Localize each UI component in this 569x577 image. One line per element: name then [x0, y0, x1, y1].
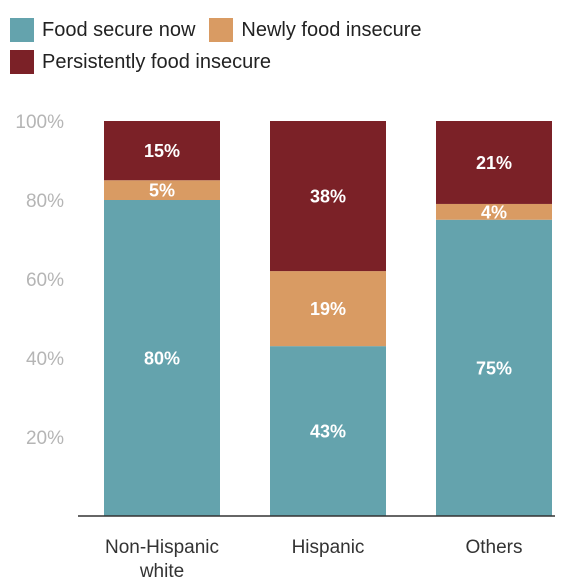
- data-label-non-hispanic-white-newly-food-insecure: 5%: [149, 181, 175, 201]
- x-category-label-line: Hispanic: [292, 537, 365, 558]
- x-category-label-hispanic: Hispanic: [292, 537, 365, 558]
- y-tick-label-40: 40%: [26, 349, 64, 370]
- legend-label-persistently-food-insecure: Persistently food insecure: [42, 50, 272, 73]
- bar-segment-hispanic-food-secure-now: [270, 346, 386, 516]
- x-category-label-others: Others: [465, 537, 522, 558]
- bar-segment-non-hispanic-white-persistently-food-insecure: [104, 121, 220, 181]
- bar-segment-hispanic-persistently-food-insecure: [270, 121, 386, 272]
- legend-item-persistently-food-insecure: Persistently food insecure: [10, 50, 271, 74]
- x-category-label-line: Non-Hispanic: [105, 537, 219, 558]
- bar-segment-others-food-secure-now: [436, 219, 552, 516]
- legend-swatch-food-secure-now: [10, 18, 34, 42]
- bar-segment-others-persistently-food-insecure: [436, 121, 552, 204]
- data-label-non-hispanic-white-persistently-food-insecure: 15%: [144, 141, 180, 161]
- x-category-label-non-hispanic-white: Non-Hispanic white: [105, 537, 219, 577]
- legend-row-2: Persistently food insecure: [10, 46, 530, 78]
- x-category-label-line: Others: [465, 537, 522, 558]
- y-tick-label-100: 100%: [15, 112, 64, 133]
- bar-segment-non-hispanic-white-newly-food-insecure: [104, 180, 220, 200]
- x-category-label-line: white: [139, 561, 184, 577]
- data-label-others-newly-food-insecure: 4%: [481, 202, 507, 222]
- y-tick-label-20: 20%: [26, 428, 64, 449]
- legend-swatch-persistently-food-insecure: [10, 50, 34, 74]
- y-tick-label-80: 80%: [26, 191, 64, 212]
- data-label-hispanic-persistently-food-insecure: 38%: [310, 187, 346, 207]
- legend-item-newly-food-insecure: Newly food insecure: [209, 18, 422, 42]
- legend-label-food-secure-now: Food secure now: [42, 18, 196, 41]
- legend-label-newly-food-insecure: Newly food insecure: [241, 18, 422, 41]
- data-label-hispanic-food-secure-now: 43%: [310, 422, 346, 442]
- data-label-hispanic-newly-food-insecure: 19%: [310, 299, 346, 319]
- data-label-non-hispanic-white-food-secure-now: 80%: [144, 349, 180, 369]
- y-tick-label-60: 60%: [26, 270, 64, 291]
- legend-row-1: Food secure now Newly food insecure: [10, 14, 530, 46]
- bar-segment-hispanic-newly-food-insecure: [270, 271, 386, 347]
- legend-swatch-newly-food-insecure: [209, 18, 234, 42]
- data-label-others-persistently-food-insecure: 21%: [476, 153, 512, 173]
- data-label-others-food-secure-now: 75%: [476, 358, 512, 378]
- bar-segment-others-newly-food-insecure: [436, 203, 552, 220]
- bar-segment-non-hispanic-white-food-secure-now: [104, 200, 220, 516]
- legend-item-food-secure-now: Food secure now: [10, 18, 195, 42]
- legend: Food secure now Newly food insecure Pers…: [10, 14, 530, 78]
